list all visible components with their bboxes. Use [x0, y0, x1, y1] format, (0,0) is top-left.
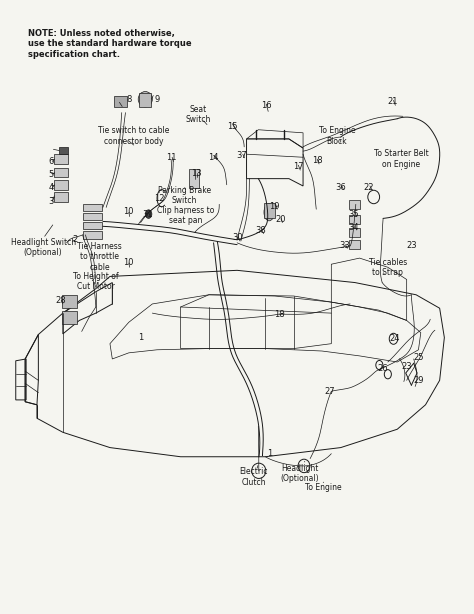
- Text: 13: 13: [191, 169, 201, 178]
- Text: Headlight
(Optional): Headlight (Optional): [281, 464, 319, 483]
- Text: 3: 3: [48, 196, 54, 206]
- Text: 37: 37: [237, 151, 247, 160]
- Text: 29: 29: [413, 376, 424, 385]
- Text: 26: 26: [378, 363, 388, 373]
- Text: 17: 17: [293, 162, 304, 171]
- Bar: [264, 203, 275, 219]
- Text: 5: 5: [48, 170, 54, 179]
- Text: 14: 14: [208, 153, 219, 161]
- Text: 15: 15: [227, 122, 237, 131]
- Bar: [114, 96, 127, 106]
- Text: Seat
Switch: Seat Switch: [186, 105, 211, 124]
- Text: 10: 10: [123, 258, 133, 268]
- Bar: [82, 204, 102, 211]
- Text: 10: 10: [123, 206, 133, 216]
- Text: 2: 2: [72, 235, 77, 244]
- Bar: [139, 93, 151, 106]
- Text: 22: 22: [364, 184, 374, 192]
- Text: 28: 28: [55, 297, 66, 305]
- Text: 34: 34: [348, 223, 359, 232]
- Bar: [189, 169, 200, 188]
- Text: 31: 31: [142, 209, 153, 219]
- Text: 36: 36: [336, 184, 346, 192]
- Text: To Engine
Block: To Engine Block: [319, 126, 356, 146]
- Bar: [82, 222, 102, 230]
- Text: 25: 25: [413, 352, 424, 362]
- Text: 18: 18: [274, 310, 285, 319]
- Bar: [62, 311, 77, 324]
- Text: Parking Brake
Switch: Parking Brake Switch: [158, 186, 211, 206]
- Bar: [55, 168, 68, 177]
- Text: 11: 11: [166, 153, 176, 161]
- Text: 30: 30: [232, 233, 242, 243]
- Text: Tie Harness
to throttle
cable: Tie Harness to throttle cable: [77, 242, 122, 272]
- Text: Electric
Clutch: Electric Clutch: [239, 467, 268, 487]
- Text: To Height of
Cut Motor: To Height of Cut Motor: [73, 271, 118, 291]
- Text: Headlight Switch
(Optional): Headlight Switch (Optional): [10, 238, 76, 257]
- Text: 35: 35: [348, 209, 359, 219]
- Text: Tie cables
to Strap: Tie cables to Strap: [369, 257, 407, 277]
- Text: Tie switch to cable
connector body: Tie switch to cable connector body: [98, 126, 169, 146]
- Text: 24: 24: [390, 334, 400, 343]
- Text: 9: 9: [155, 95, 160, 104]
- Text: 1: 1: [267, 449, 273, 458]
- Text: 6: 6: [48, 157, 54, 166]
- Text: 8: 8: [126, 95, 131, 104]
- Bar: [55, 192, 68, 202]
- Text: 12: 12: [154, 193, 164, 203]
- Bar: [55, 154, 68, 164]
- Text: To Starter Belt
on Engine: To Starter Belt on Engine: [374, 149, 428, 169]
- Text: 18: 18: [312, 156, 322, 165]
- Text: 27: 27: [325, 387, 335, 396]
- Text: 23: 23: [401, 362, 412, 371]
- Text: To Engine: To Engine: [305, 483, 342, 492]
- Text: Clip harness to
seat pan: Clip harness to seat pan: [156, 206, 214, 225]
- Bar: [59, 147, 68, 154]
- Bar: [349, 239, 360, 249]
- Ellipse shape: [138, 91, 152, 107]
- Bar: [82, 231, 102, 239]
- Text: 1: 1: [138, 333, 143, 342]
- Bar: [349, 228, 360, 237]
- Ellipse shape: [145, 210, 152, 219]
- Text: 16: 16: [261, 101, 272, 110]
- Text: 20: 20: [275, 215, 286, 224]
- Text: 21: 21: [387, 97, 398, 106]
- Bar: [349, 216, 360, 225]
- Bar: [62, 295, 77, 308]
- Bar: [82, 213, 102, 220]
- Text: NOTE: Unless noted otherwise,
use the standard hardware torque
specification cha: NOTE: Unless noted otherwise, use the st…: [27, 29, 191, 59]
- Text: 4: 4: [48, 184, 54, 192]
- Bar: [349, 200, 360, 209]
- Text: 38: 38: [255, 226, 266, 235]
- Text: 23: 23: [406, 241, 417, 251]
- Text: 33: 33: [339, 241, 350, 251]
- Text: 19: 19: [270, 201, 280, 211]
- Bar: [55, 180, 68, 190]
- Ellipse shape: [264, 204, 274, 221]
